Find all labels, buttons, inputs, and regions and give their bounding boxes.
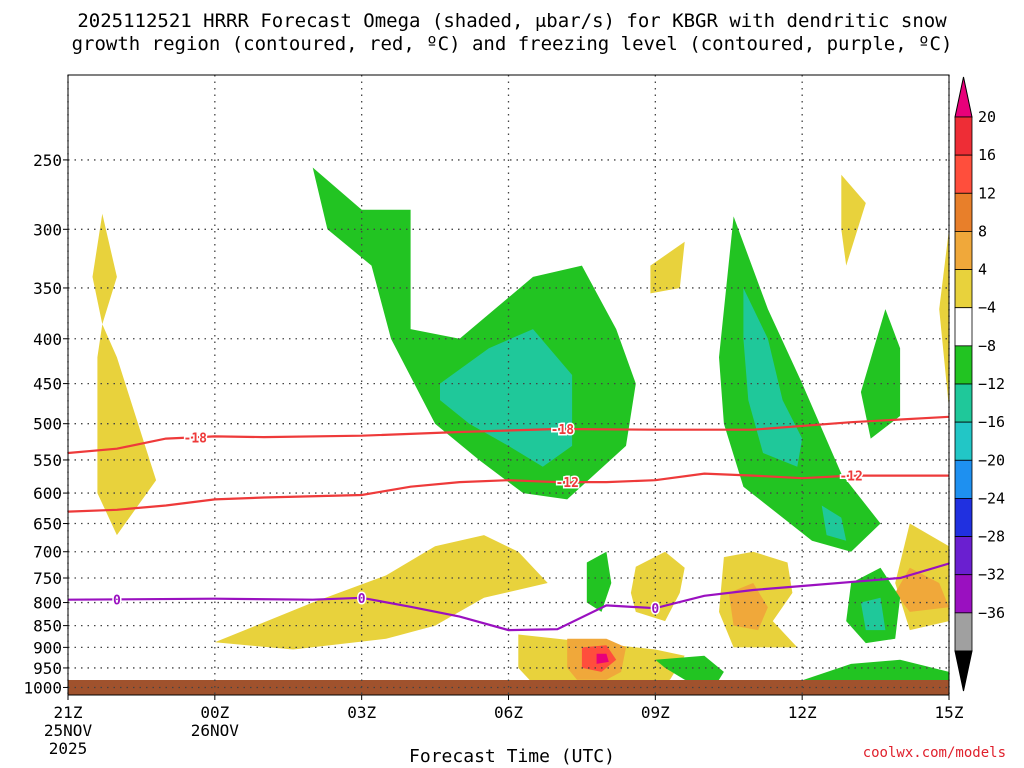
y-tick-label-600: 600	[33, 484, 62, 503]
omega-region-10	[895, 567, 949, 612]
omega-region-15	[719, 216, 881, 552]
axes: 250 300 350 400 450 500 550 600 650 700 750 800 850 9…	[23, 74, 964, 758]
y-tick-label-350: 350	[33, 279, 62, 298]
colorbar-label-10: −24	[978, 489, 1005, 507]
y-tick-label-700: 700	[33, 543, 62, 562]
omega-region-13	[596, 653, 609, 664]
colorbar-swatch-12	[954, 574, 973, 614]
colorbar-top-arrow	[954, 76, 973, 118]
colorbar-swatch-11	[954, 536, 973, 576]
y-tick-label-850: 850	[33, 617, 62, 636]
omega-region-24	[860, 597, 886, 631]
colorbar-label-1: 16	[978, 146, 996, 164]
colorbar-swatch-7	[954, 383, 973, 423]
colorbar-bottom-arrow	[954, 650, 973, 692]
y-tick-label-300: 300	[33, 220, 62, 239]
colorbar-swatch-1	[954, 154, 973, 194]
colorbar-swatch-0	[954, 116, 973, 156]
omega-region-22	[743, 288, 803, 467]
x-tick-sublabel-year: 2025	[49, 739, 88, 758]
y-tick-label-500: 500	[33, 415, 62, 434]
x-tick-sublabel-date: 25NOV	[44, 721, 93, 740]
colorbar-swatch-10	[954, 498, 973, 537]
x-tick-label-3: 00Z	[200, 703, 229, 722]
x-axis-label: Forecast Time (UTC)	[409, 746, 615, 767]
x-tick-label-0: 21Z	[54, 703, 83, 722]
colorbar-swatch-5	[954, 307, 973, 347]
colorbar-swatch-13	[954, 612, 973, 652]
y-tick-label-250: 250	[33, 151, 62, 170]
omega-region-19	[655, 655, 724, 688]
plot-area: -18 -18 -12 -12 0 0 0	[67, 75, 950, 695]
colorbar-swatch-3	[954, 231, 973, 270]
x-tick-label-12: 09Z	[641, 703, 670, 722]
x-tick-label-15: 12Z	[788, 703, 817, 722]
x-tick-sublabel-date: 26NOV	[191, 721, 240, 740]
colorbar-label-3: 8	[978, 222, 987, 240]
chart-title-line2: growth region (contoured, red, ºC) and f…	[71, 33, 953, 55]
contour-label-2-0: 0	[113, 593, 121, 608]
omega-region-16	[860, 309, 901, 439]
contour-label-2-1: 0	[358, 592, 366, 607]
colorbar-swatch-2	[954, 192, 973, 232]
y-tick-label-950: 950	[33, 659, 62, 678]
contour-label-0-1: -18	[551, 423, 575, 438]
y-tick-label-900: 900	[33, 638, 62, 657]
omega-region-8	[650, 241, 685, 294]
colorbar-label-8: −16	[978, 413, 1005, 431]
colorbar-label-13: −36	[978, 604, 1005, 622]
colorbar-label-6: −8	[978, 337, 996, 355]
contour-label-1-1: -12	[839, 470, 862, 485]
colorbar-label-2: 12	[978, 184, 996, 202]
colorbar-swatch-6	[954, 345, 973, 385]
colorbar-label-5: −4	[978, 299, 996, 317]
colorbar-label-7: −12	[978, 375, 1005, 393]
omega-region-7	[841, 174, 866, 266]
contour-label-0-0: -18	[184, 431, 208, 446]
colorbar-swatch-8	[954, 421, 973, 461]
omega-region-23	[821, 505, 847, 541]
colorbar-label-0: 20	[978, 108, 996, 126]
colorbar-swatch-9	[954, 459, 973, 499]
omega-region-0	[92, 213, 157, 536]
omega-region-6	[939, 229, 949, 409]
y-tick-label-800: 800	[33, 594, 62, 613]
y-tick-label-450: 450	[33, 375, 62, 394]
x-tick-label-18: 15Z	[935, 703, 964, 722]
omega-region-1	[214, 535, 548, 650]
y-tick-label-400: 400	[33, 330, 62, 349]
omega-region-20	[792, 659, 949, 684]
y-tick-label-650: 650	[33, 515, 62, 534]
colorbar: 20 16 12 8 4 −4 −8 −12 −16 −20 −24 −28 −32 −36	[954, 76, 1005, 692]
omega-region-21	[440, 329, 573, 467]
chart-title-line1: 2025112521 HRRR Forecast Omega (shaded, …	[77, 10, 947, 32]
colorbar-label-9: −20	[978, 451, 1005, 469]
shaded-regions	[68, 167, 949, 695]
colorbar-label-12: −32	[978, 566, 1005, 584]
x-tick-label-9: 06Z	[494, 703, 523, 722]
contour-line-0	[68, 415, 949, 455]
colorbar-label-4: 4	[978, 261, 987, 279]
y-tick-label-550: 550	[33, 451, 62, 470]
x-tick-label-6: 03Z	[347, 703, 376, 722]
contour-line-2	[68, 562, 949, 632]
omega-region-9	[728, 583, 768, 631]
omega-region-14	[312, 167, 636, 500]
contour-label-2-2: 0	[651, 602, 659, 617]
y-tick-label-750: 750	[33, 569, 62, 588]
contour-line-1	[68, 472, 949, 513]
y-tick-label-1000: 1000	[23, 678, 62, 697]
contour-label-1-0: -12	[555, 476, 578, 491]
credit-link[interactable]: coolwx.com/models	[862, 745, 1006, 761]
colorbar-label-11: −28	[978, 528, 1005, 546]
contour-lines: -18 -18 -12 -12 0 0 0	[68, 415, 949, 632]
omega-region-18	[586, 551, 612, 612]
colorbar-swatch-4	[954, 269, 973, 309]
